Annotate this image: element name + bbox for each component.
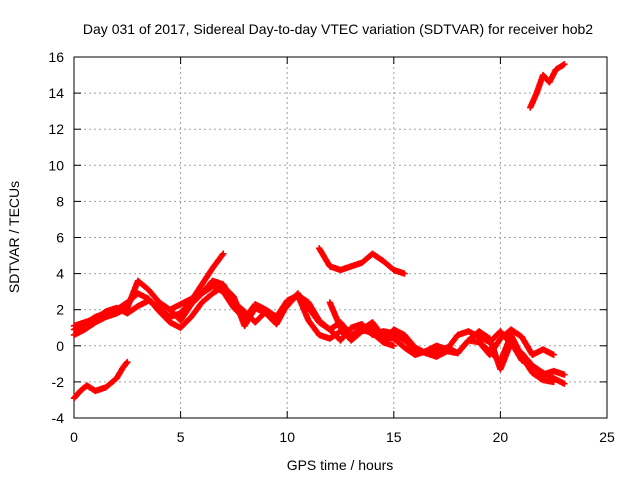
y-tick-label: 8 bbox=[56, 193, 64, 209]
y-axis: -4 -2 0 2 4 6 8 10 12 14 16 bbox=[48, 49, 607, 426]
series-track-1 bbox=[70, 358, 131, 402]
data-point bbox=[390, 342, 397, 349]
y-tick-label: -4 bbox=[52, 410, 65, 426]
y-tick-label: -2 bbox=[52, 374, 65, 390]
y-tick-label: 10 bbox=[48, 157, 64, 173]
data-point bbox=[550, 351, 557, 359]
data-point bbox=[550, 378, 557, 386]
x-tick-label: 20 bbox=[493, 429, 509, 445]
data-point bbox=[124, 358, 131, 366]
x-tick-label: 15 bbox=[386, 429, 402, 445]
y-tick-label: 16 bbox=[48, 49, 64, 65]
y-tick-label: 4 bbox=[56, 266, 64, 282]
y-tick-label: 2 bbox=[56, 302, 64, 318]
data-point bbox=[401, 270, 408, 277]
x-tick-label: 10 bbox=[279, 429, 295, 445]
y-tick-label: 0 bbox=[56, 338, 64, 354]
data-point bbox=[123, 359, 130, 367]
grid bbox=[74, 57, 607, 418]
x-tick-label: 5 bbox=[177, 429, 185, 445]
y-tick-label: 6 bbox=[56, 230, 64, 246]
data-point bbox=[219, 251, 226, 259]
y-tick-label: 14 bbox=[48, 85, 64, 101]
x-axis: 0 5 10 15 20 25 bbox=[70, 57, 615, 445]
x-tick-label: 25 bbox=[599, 429, 615, 445]
series-track-6 bbox=[315, 245, 408, 277]
data-point bbox=[561, 371, 568, 378]
y-tick-label: 12 bbox=[48, 121, 64, 137]
series-track-9 bbox=[527, 61, 568, 111]
x-tick-label: 0 bbox=[70, 429, 78, 445]
x-axis-title: GPS time / hours bbox=[287, 457, 394, 473]
chart-title: Day 031 of 2017, Sidereal Day-to-day VTE… bbox=[83, 21, 593, 37]
data-point bbox=[561, 380, 568, 387]
data-point bbox=[561, 61, 568, 68]
y-axis-title: SDTVAR / TECUs bbox=[6, 181, 22, 293]
series-track-8 bbox=[475, 326, 557, 359]
data-point bbox=[220, 250, 227, 257]
data-points bbox=[70, 61, 568, 402]
